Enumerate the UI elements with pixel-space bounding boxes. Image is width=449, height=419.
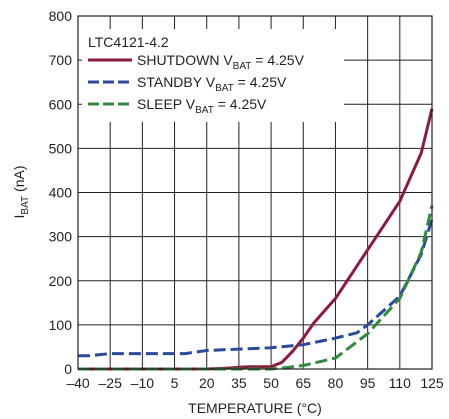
y-tick-label: 600 (49, 96, 73, 112)
legend-entry-standby: STANDBY VBAT = 4.25V (137, 74, 287, 94)
y-tick-label: 400 (49, 185, 73, 201)
x-tick-label: 5 (171, 375, 179, 391)
x-tick-label: 65 (295, 375, 311, 391)
y-tick-label: 800 (49, 8, 73, 24)
x-tick-label: 35 (231, 375, 247, 391)
x-tick-label: 125 (420, 375, 444, 391)
series-line-standby (78, 218, 434, 358)
x-tick-label: 50 (263, 375, 279, 391)
x-tick-label: 20 (199, 375, 215, 391)
plot-frame (77, 15, 433, 370)
x-tick-label: –25 (99, 375, 123, 391)
legend: LTC4121-4.2 SHUTDOWN VBAT = 4.25V STANDB… (82, 29, 344, 122)
legend-background (82, 29, 344, 122)
x-tick-label: –40 (66, 375, 90, 391)
y-tick-label: 300 (49, 229, 73, 245)
y-tick-label: 0 (64, 361, 72, 377)
x-axis-label: TEMPERATURE (°C) (188, 400, 322, 416)
legend-entry-shutdown: SHUTDOWN VBAT = 4.25V (137, 52, 305, 72)
y-axis-label: IBAT (nA) (11, 166, 31, 219)
y-tick-label: 100 (49, 317, 73, 333)
series-line-shutdown (78, 108, 434, 371)
y-tick-label: 700 (49, 52, 73, 68)
x-tick-label: 95 (360, 375, 376, 391)
series-layer (78, 108, 434, 371)
y-tick-label: 200 (49, 273, 73, 289)
x-tick-label: 80 (328, 375, 344, 391)
x-tick-label: –10 (131, 375, 155, 391)
legend-entry-sleep: SLEEP VBAT = 4.25V (137, 96, 267, 116)
x-tick-label: 110 (389, 375, 412, 391)
tick-labels: –40 –25 –10 5 20 35 50 65 80 95 110 125 0 100 200 300 40… (49, 8, 444, 391)
device-annotation: LTC4121-4.2 (88, 34, 169, 50)
y-tick-label: 500 (49, 140, 73, 156)
